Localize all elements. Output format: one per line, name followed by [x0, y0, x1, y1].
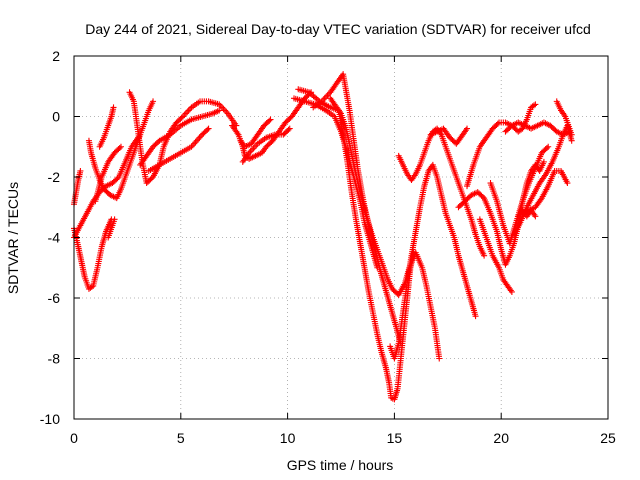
- data-point: [204, 126, 211, 133]
- x-tick-label: 5: [177, 430, 185, 446]
- series-arc-29: [105, 216, 118, 241]
- data-point: [568, 131, 575, 138]
- x-tick-label: 20: [493, 430, 509, 446]
- series-arc-4: [85, 98, 157, 202]
- data-point: [545, 143, 552, 150]
- series-arc-5: [96, 104, 117, 150]
- y-tick-label: -8: [48, 351, 61, 367]
- x-tick-label: 15: [387, 430, 403, 446]
- series-arc-6: [92, 143, 124, 205]
- series-arc-27: [553, 98, 575, 138]
- data-point: [479, 193, 486, 200]
- data-point: [494, 120, 501, 127]
- data-point: [530, 102, 537, 109]
- series-arc-19: [427, 125, 471, 147]
- series-arc-16: [327, 95, 443, 362]
- y-tick-label: -4: [48, 230, 61, 246]
- series-arc-22: [476, 216, 515, 295]
- data-point: [464, 125, 471, 132]
- data-point: [266, 117, 273, 124]
- data-point: [117, 143, 124, 150]
- data-point: [568, 137, 575, 144]
- chart-title: Day 244 of 2021, Sidereal Day-to-day VTE…: [85, 21, 591, 37]
- data-point: [114, 175, 121, 182]
- y-tick-label: -6: [48, 290, 61, 306]
- data-point: [178, 114, 185, 121]
- series-arc-2: [71, 167, 84, 208]
- data-point: [110, 104, 117, 111]
- series-arc-21: [464, 101, 539, 190]
- series-arc-23: [487, 143, 552, 247]
- data-point: [216, 107, 223, 114]
- data-point: [88, 283, 95, 290]
- data-point: [564, 180, 571, 187]
- data-point: [481, 252, 488, 259]
- x-tick-label: 10: [280, 430, 296, 446]
- data-point: [286, 125, 293, 132]
- data-point: [540, 158, 547, 165]
- data-point: [116, 144, 123, 151]
- series-arc-7: [126, 89, 240, 187]
- y-axis-label: SDTVAR / TECUs: [5, 182, 21, 294]
- series-arc-12: [239, 125, 293, 165]
- series-arc-9: [145, 125, 212, 174]
- axis-ticks: [73, 55, 609, 420]
- grid-lines: [74, 56, 608, 419]
- y-tick-label: 0: [52, 109, 60, 125]
- data-point: [543, 144, 550, 151]
- y-tick-label: -2: [48, 169, 61, 185]
- data-point: [532, 213, 539, 220]
- data-point: [532, 101, 539, 108]
- data-points: [71, 71, 575, 403]
- x-tick-label: 0: [70, 430, 78, 446]
- series-arc-28: [515, 207, 539, 220]
- data-point: [77, 167, 84, 174]
- series-arc-11: [237, 116, 274, 150]
- y-tick-labels: -10 -8 -6 -4 -2 0 2: [40, 48, 60, 427]
- series-arc-8: [137, 107, 223, 168]
- data-point: [267, 116, 274, 123]
- x-tick-label: 25: [600, 430, 616, 446]
- data-point: [205, 125, 212, 132]
- series-arc-24: [502, 119, 573, 138]
- data-point: [472, 313, 479, 320]
- data-point: [111, 216, 118, 223]
- data-point: [436, 355, 443, 362]
- data-point: [285, 126, 292, 133]
- data-point: [155, 138, 162, 145]
- data-point: [150, 98, 157, 105]
- y-tick-label: 2: [52, 48, 60, 64]
- data-point: [508, 288, 515, 295]
- x-tick-labels: 0 5 10 15 20 25: [70, 430, 616, 446]
- y-tick-label: -10: [40, 411, 60, 427]
- x-axis-label: GPS time / hours: [287, 457, 394, 473]
- series-arc-17: [387, 161, 479, 362]
